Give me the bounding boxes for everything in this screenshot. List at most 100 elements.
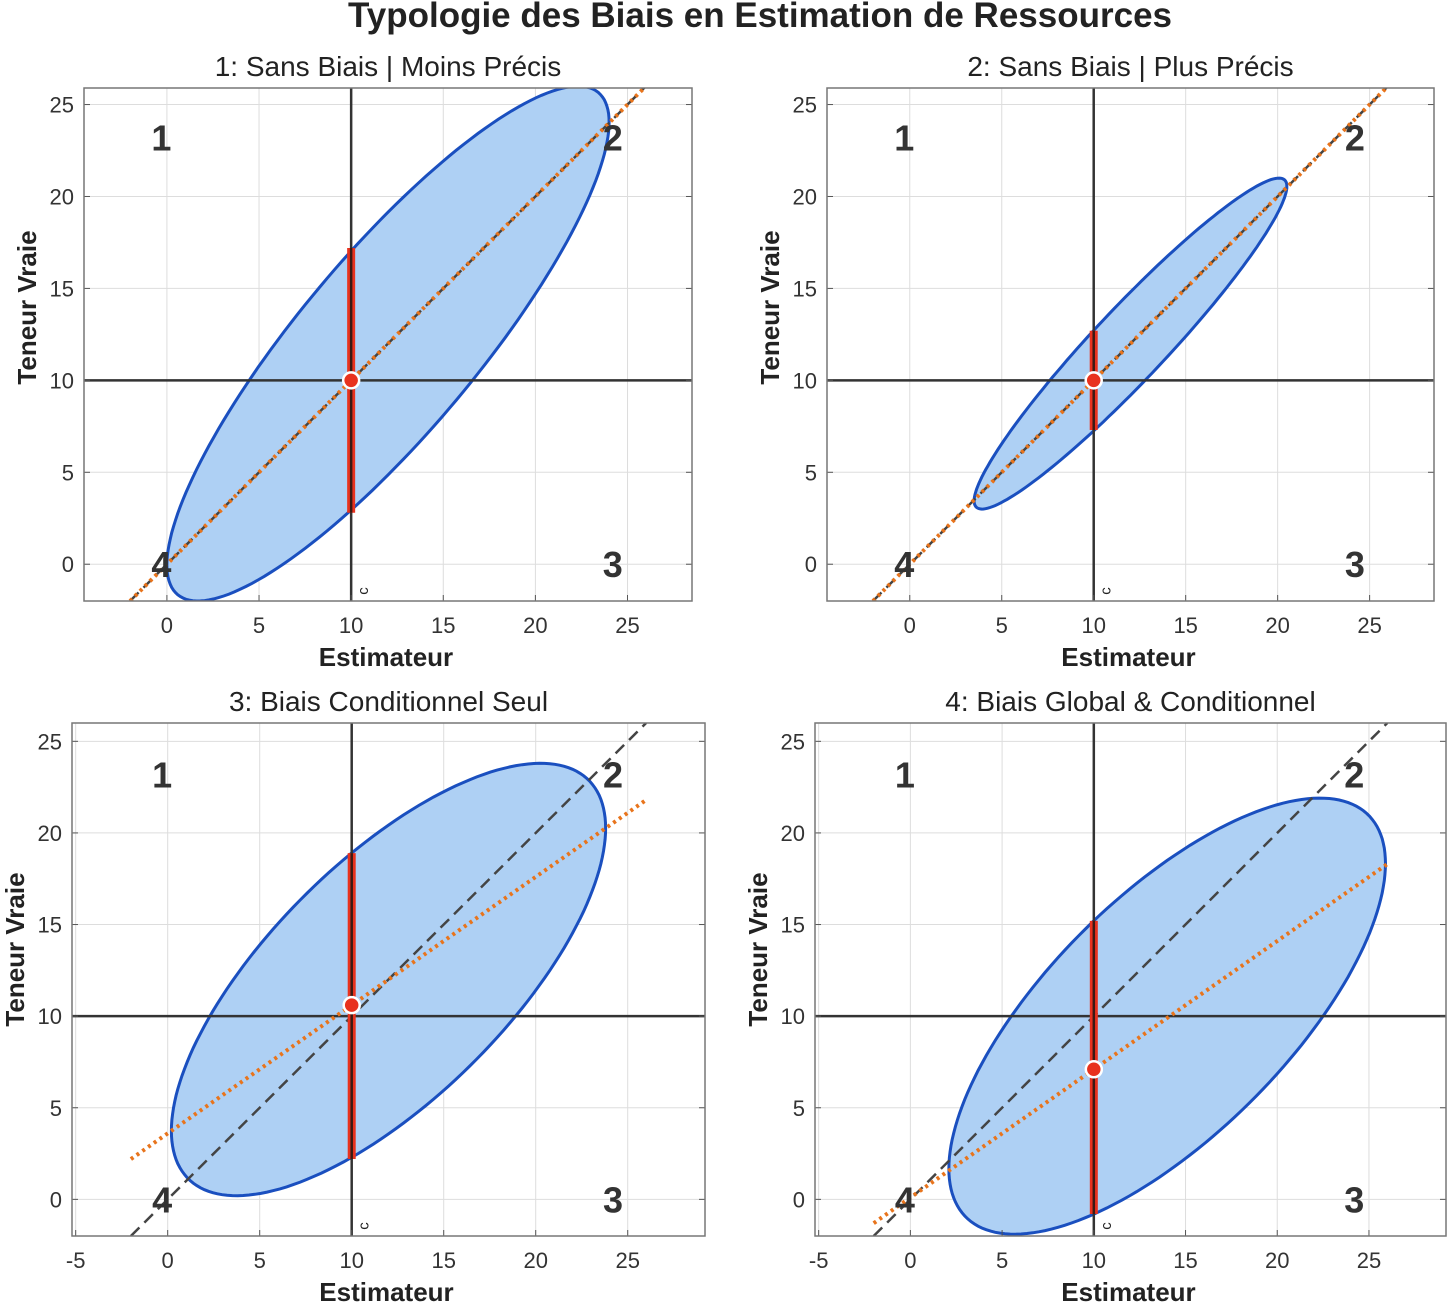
y-tick-label: 10 bbox=[50, 368, 74, 393]
conditional-mean-point bbox=[342, 995, 361, 1015]
x-tick-label: 15 bbox=[431, 1248, 455, 1273]
x-tick-label: 15 bbox=[1173, 613, 1197, 638]
y-tick-label: 10 bbox=[38, 1004, 62, 1029]
regression-line bbox=[871, 88, 1390, 601]
quadrant-label-1: 1 bbox=[152, 754, 172, 795]
x-tick-label: 0 bbox=[161, 613, 173, 638]
quadrant-label-4: 4 bbox=[152, 1179, 172, 1220]
quadrant-label-4: 4 bbox=[895, 1179, 915, 1220]
y-tick-label: 10 bbox=[793, 368, 817, 393]
y-tick-label: 20 bbox=[781, 821, 805, 846]
conditional-mean-point bbox=[1084, 371, 1103, 390]
quadrant-label-2: 2 bbox=[603, 754, 623, 795]
y-tick-label: 0 bbox=[50, 1187, 62, 1212]
x-tick-label: 5 bbox=[996, 1248, 1008, 1273]
x-axis-label: Estimateur bbox=[319, 1277, 453, 1303]
quadrant-label-1: 1 bbox=[151, 118, 171, 159]
y-axis-label: Teneur Vraie bbox=[0, 872, 30, 1026]
subplot-1: 0 5 10 15 20 25 0 5 10 15 20 25 1 2 3 4 c 1: Sans Biais |… bbox=[12, 51, 693, 672]
subplot-title: 2: Sans Biais | Plus Précis bbox=[967, 51, 1293, 82]
y-tick-label: 15 bbox=[781, 913, 805, 938]
conditional-mean-point bbox=[341, 371, 361, 390]
x-tick-label: 5 bbox=[253, 613, 265, 638]
cutoff-label: c bbox=[355, 587, 372, 595]
quadrant-label-3: 3 bbox=[1345, 544, 1365, 585]
plot-frame bbox=[826, 87, 1435, 602]
quadrant-label-2: 2 bbox=[1344, 754, 1364, 795]
y-tick-label: 5 bbox=[805, 460, 817, 485]
subplot-title: 3: Biais Conditionnel Seul bbox=[229, 686, 548, 717]
quadrant-label-3: 3 bbox=[603, 544, 623, 585]
x-tick-label: 10 bbox=[339, 1248, 363, 1273]
x-tick-label: -5 bbox=[66, 1248, 86, 1273]
plot-content bbox=[84, 88, 692, 601]
identity-line bbox=[130, 723, 647, 1236]
subplot-3: -5 0 5 10 15 20 25 0 5 10 15 20 25 1 2 3 4 c 3: Biais Cond… bbox=[0, 686, 706, 1303]
y-tick-label: 5 bbox=[793, 1096, 805, 1121]
plot-content bbox=[72, 723, 705, 1236]
regression-line bbox=[128, 88, 647, 601]
plot-content bbox=[815, 723, 1446, 1236]
subplot-title: 4: Biais Global & Conditionnel bbox=[945, 686, 1315, 717]
quadrant-label-1: 1 bbox=[895, 754, 915, 795]
quadrant-label-4: 4 bbox=[894, 544, 914, 585]
plot-content bbox=[827, 88, 1434, 601]
quadrant-label-3: 3 bbox=[603, 1179, 623, 1220]
x-tick-label: 10 bbox=[1082, 1248, 1106, 1273]
x-tick-label: 25 bbox=[1357, 613, 1381, 638]
x-tick-label: 25 bbox=[615, 613, 639, 638]
subplot-2: 0 5 10 15 20 25 0 5 10 15 20 25 1 2 3 4 c 2: Sans Biais |… bbox=[755, 51, 1435, 672]
x-tick-label: 15 bbox=[431, 613, 455, 638]
subplot-4: -5 0 5 10 15 20 25 0 5 10 15 20 25 1 2 3 4 c 4: Biais Glob… bbox=[743, 686, 1447, 1303]
quadrant-label-4: 4 bbox=[151, 544, 171, 585]
y-tick-label: 0 bbox=[793, 1187, 805, 1212]
y-tick-label: 25 bbox=[781, 729, 805, 754]
quadrant-label-3: 3 bbox=[1344, 1179, 1364, 1220]
quadrant-label-2: 2 bbox=[1345, 118, 1365, 159]
y-tick-label: 5 bbox=[50, 1096, 62, 1121]
y-tick-label: 5 bbox=[62, 460, 74, 485]
y-tick-label: 25 bbox=[793, 93, 817, 118]
x-tick-label: 15 bbox=[1173, 1248, 1197, 1273]
quadrant-label-2: 2 bbox=[603, 118, 623, 159]
quadrant-label-1: 1 bbox=[894, 118, 914, 159]
conditional-mean-point bbox=[1084, 1060, 1104, 1079]
x-tick-label: 20 bbox=[1265, 613, 1289, 638]
subplot-title: 1: Sans Biais | Moins Précis bbox=[215, 51, 562, 82]
y-tick-label: 20 bbox=[50, 184, 74, 209]
plot-frame bbox=[71, 722, 706, 1237]
y-axis-label: Teneur Vraie bbox=[743, 872, 773, 1026]
cutoff-label: c bbox=[1098, 587, 1115, 595]
y-axis-label: Teneur Vraie bbox=[755, 230, 785, 384]
x-tick-label: -5 bbox=[809, 1248, 829, 1273]
x-tick-label: 25 bbox=[1357, 1248, 1381, 1273]
x-tick-label: 5 bbox=[254, 1248, 266, 1273]
x-tick-label: 20 bbox=[523, 613, 547, 638]
y-tick-label: 15 bbox=[38, 913, 62, 938]
plot-frame bbox=[814, 722, 1447, 1237]
x-tick-label: 25 bbox=[615, 1248, 639, 1273]
identity-line bbox=[872, 723, 1389, 1236]
cutoff-label: c bbox=[356, 1222, 373, 1230]
y-tick-label: 0 bbox=[62, 552, 74, 577]
x-tick-label: 20 bbox=[523, 1248, 547, 1273]
x-tick-label: 10 bbox=[339, 613, 363, 638]
x-tick-label: 0 bbox=[162, 1248, 174, 1273]
plot-frame bbox=[83, 87, 693, 602]
x-axis-label: Estimateur bbox=[1061, 1277, 1195, 1303]
x-axis-label: Estimateur bbox=[1061, 642, 1195, 672]
x-tick-label: 20 bbox=[1265, 1248, 1289, 1273]
y-tick-label: 25 bbox=[38, 729, 62, 754]
y-tick-label: 25 bbox=[50, 93, 74, 118]
y-tick-label: 10 bbox=[781, 1004, 805, 1029]
y-tick-label: 20 bbox=[38, 821, 62, 846]
y-tick-label: 20 bbox=[793, 184, 817, 209]
x-axis-label: Estimateur bbox=[319, 642, 453, 672]
x-tick-label: 10 bbox=[1081, 613, 1105, 638]
y-axis-label: Teneur Vraie bbox=[12, 230, 42, 384]
x-tick-label: 0 bbox=[904, 613, 916, 638]
x-tick-label: 0 bbox=[904, 1248, 916, 1273]
y-tick-label: 0 bbox=[805, 552, 817, 577]
